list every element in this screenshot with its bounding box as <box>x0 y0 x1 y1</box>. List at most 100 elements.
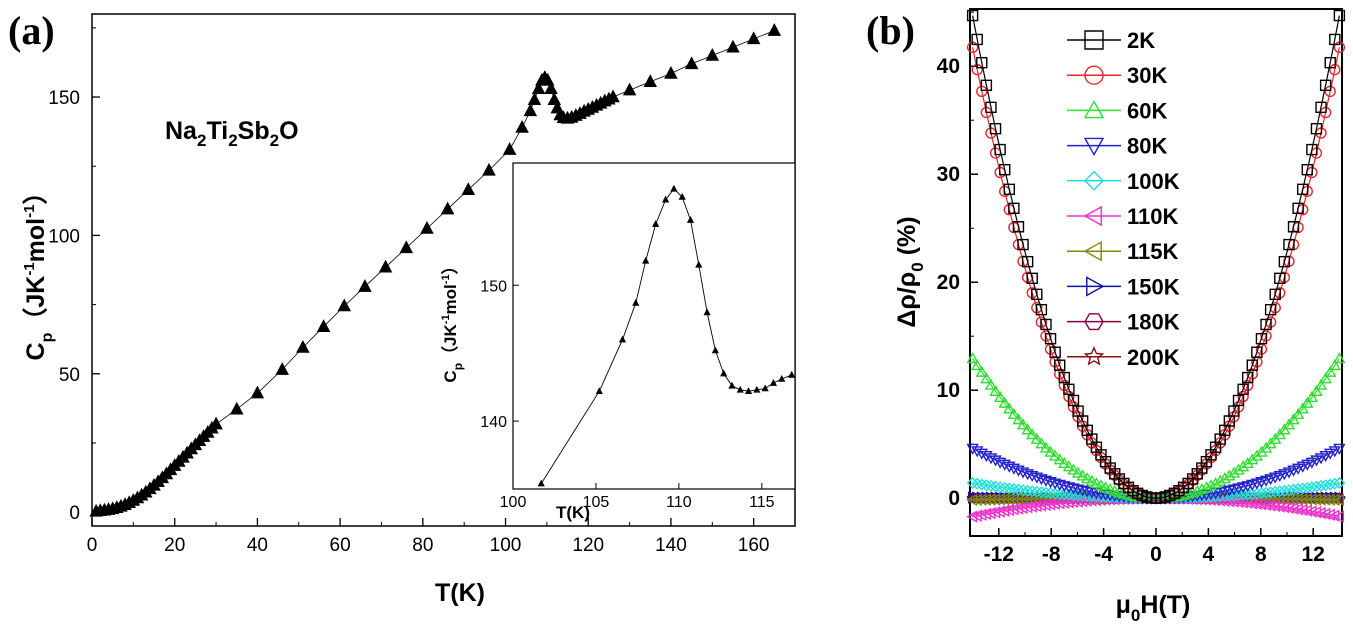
data-point <box>980 479 993 492</box>
inset-data-point <box>662 195 670 203</box>
data-point <box>1287 502 1299 515</box>
data-point <box>975 365 988 377</box>
legend-entry-80K: 80K <box>1067 134 1167 159</box>
data-point <box>1333 476 1346 489</box>
data-point <box>1223 469 1236 481</box>
inset-data-point <box>728 381 736 389</box>
data-point <box>1237 488 1250 501</box>
data-point <box>1058 456 1071 468</box>
data-point <box>1007 483 1020 496</box>
data-point <box>1310 506 1322 519</box>
data-point <box>1067 489 1080 502</box>
data-point <box>1334 491 1346 504</box>
data-point <box>1008 202 1020 215</box>
panel-a-data-point <box>250 385 265 399</box>
data-point <box>1136 489 1148 502</box>
legend-label: 100K <box>1127 169 1180 194</box>
data-point <box>984 479 997 492</box>
data-point <box>1017 238 1029 251</box>
panel-a-x-tick-label: 120 <box>572 535 604 556</box>
data-point <box>1191 468 1203 480</box>
data-point <box>1012 502 1024 515</box>
data-point <box>1086 433 1098 445</box>
series-60K <box>966 352 1346 503</box>
data-point <box>966 476 979 489</box>
data-point <box>1012 465 1025 477</box>
panel-b-y-tick-label: 40 <box>937 55 960 78</box>
panel-b-x-tick-label: 12 <box>1302 543 1325 566</box>
data-point <box>1291 503 1303 516</box>
inset-data-point <box>753 385 761 393</box>
panel-a-y-tick-label: 100 <box>48 226 80 247</box>
panel-a-data-point <box>461 182 476 195</box>
data-point <box>1007 407 1021 419</box>
data-point <box>1067 463 1080 475</box>
data-point <box>1282 484 1295 497</box>
data-point <box>998 459 1011 471</box>
data-point <box>971 33 983 46</box>
data-point <box>1296 482 1309 495</box>
data-point <box>1264 303 1277 316</box>
data-point <box>971 358 984 371</box>
data-point <box>1305 390 1319 402</box>
data-point <box>1030 472 1043 484</box>
inset-y-tick-label: 150 <box>480 278 507 295</box>
panel-b-x-tick-label: -12 <box>984 543 1014 566</box>
data-point <box>1118 477 1130 490</box>
data-point <box>980 450 993 463</box>
panel-a-data-point <box>358 279 372 292</box>
panel-a-x-tick-label: 0 <box>87 535 98 556</box>
data-point <box>989 506 1001 519</box>
data-point <box>1062 482 1076 494</box>
data-point <box>1154 492 1167 504</box>
data-point <box>1076 469 1089 481</box>
compound-annotation: Na2Ti2Sb2O <box>165 117 299 150</box>
data-point <box>1301 164 1313 176</box>
inset-data-point <box>670 184 678 192</box>
data-point <box>1287 413 1300 425</box>
panel-a-data-point <box>482 162 496 176</box>
data-point <box>1324 478 1337 491</box>
data-point <box>1301 396 1314 408</box>
panel-a-data-point <box>664 66 678 79</box>
panel-a-data-point <box>684 56 699 70</box>
panel-a-data-point <box>527 92 542 106</box>
data-point <box>1273 500 1285 513</box>
data-point <box>993 390 1007 402</box>
panel-b-y-ticks: 0 10 20 30 40 <box>937 11 978 510</box>
data-point <box>1204 479 1218 491</box>
data-point <box>1292 202 1304 215</box>
data-point <box>1260 318 1272 331</box>
inset-y-tick-label: 140 <box>480 414 507 431</box>
panel-b-y-tick-label: 10 <box>937 379 960 402</box>
data-point <box>1131 487 1144 500</box>
panel-a-x-tick-label: 60 <box>330 535 351 556</box>
legend-entry-110K: 110K <box>1067 204 1178 229</box>
data-point <box>1287 483 1300 496</box>
data-point <box>1044 477 1057 489</box>
data-point <box>1241 371 1254 384</box>
legend-marker <box>1084 170 1104 191</box>
inset-data-point <box>537 479 545 487</box>
panel-a-data-point <box>229 401 244 415</box>
data-point <box>1012 413 1025 425</box>
panel-a-data-point <box>622 82 637 96</box>
data-point <box>1246 488 1259 500</box>
data-point <box>971 477 984 490</box>
data-point <box>1314 378 1328 390</box>
data-point <box>1017 484 1030 497</box>
data-point <box>1328 477 1341 490</box>
data-point <box>1003 183 1015 196</box>
data-point <box>1159 491 1171 503</box>
data-point <box>1034 499 1047 512</box>
data-point <box>966 443 979 455</box>
data-point <box>1328 358 1341 371</box>
legend-entry-150K: 150K <box>1067 274 1180 299</box>
data-point <box>984 453 998 465</box>
data-point <box>1002 503 1014 517</box>
data-point <box>1016 467 1030 479</box>
panel-a-data-point <box>337 298 352 312</box>
inset-connecting-line <box>540 188 792 484</box>
inset-data-point <box>778 374 786 382</box>
